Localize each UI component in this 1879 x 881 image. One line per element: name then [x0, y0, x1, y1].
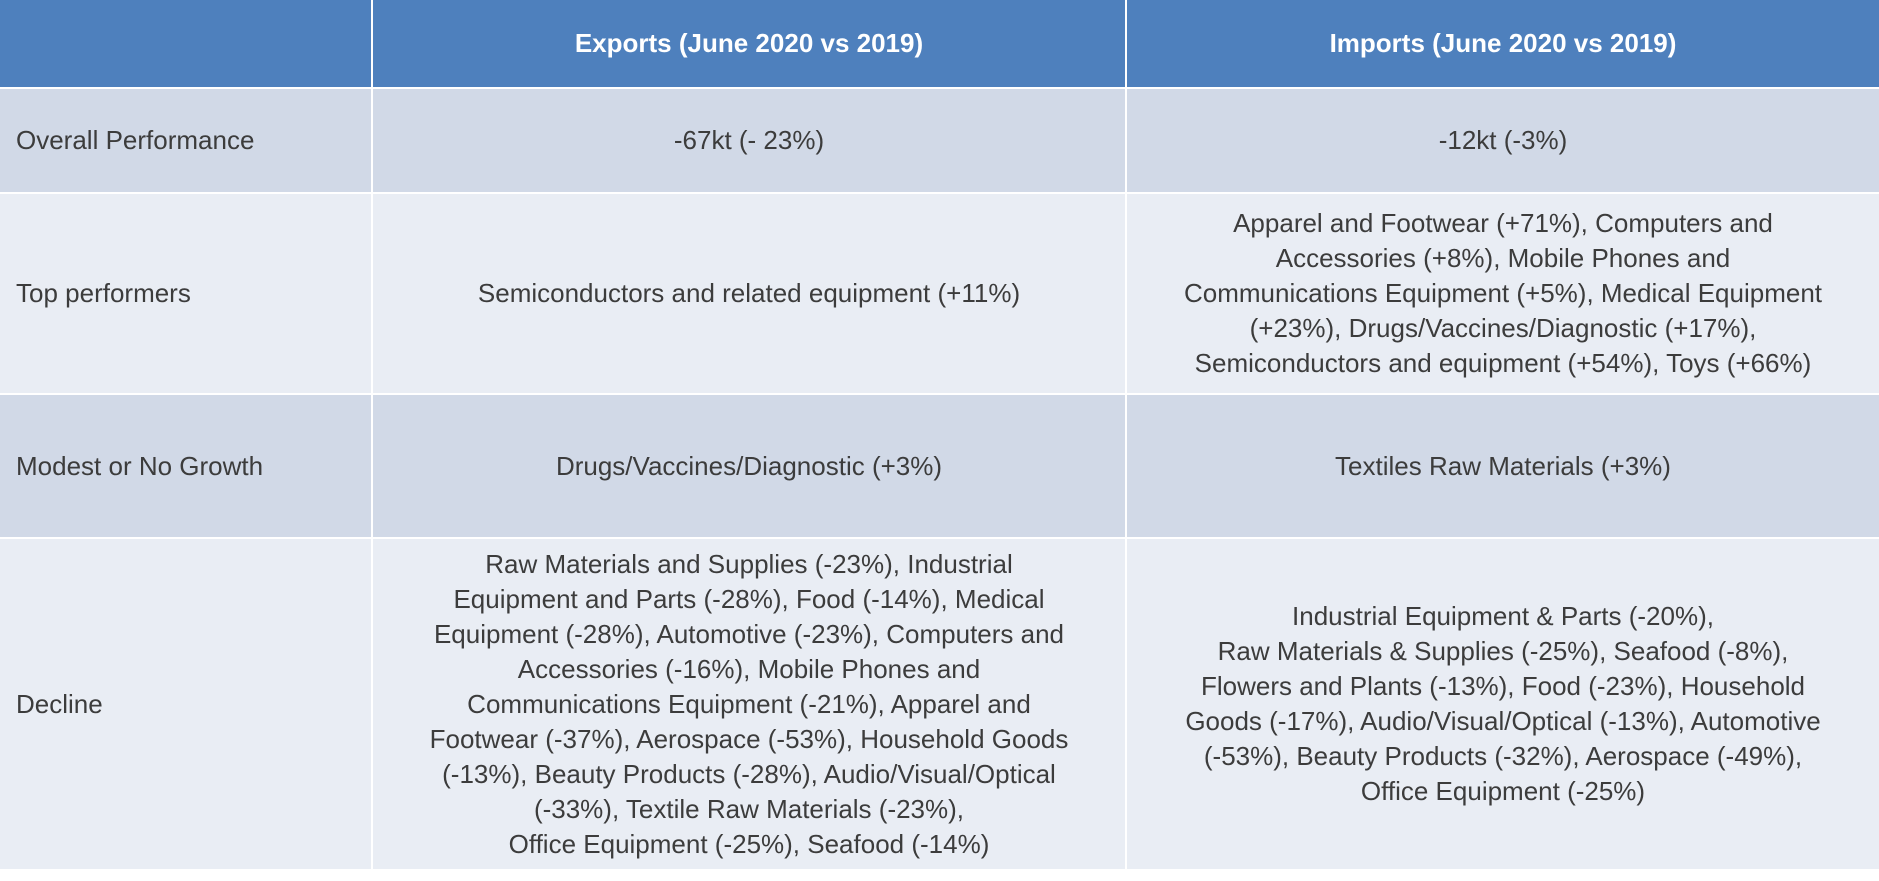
header-imports: Imports (June 2020 vs 2019) [1127, 0, 1879, 89]
row-label-top-performers: Top performers [0, 194, 371, 395]
cell-text: -12kt (-3%) [1438, 125, 1568, 155]
cell-overall-imports: -12kt (-3%) [1127, 89, 1879, 194]
row-label-text: Top performers [16, 278, 191, 308]
row-label-text: Decline [16, 688, 103, 719]
row-label-overall-performance: Overall Performance [0, 89, 371, 194]
cell-decline-exports: Raw Materials and Supplies (-23%), Indus… [373, 539, 1125, 871]
row-label-decline: Decline [0, 539, 371, 871]
cell-text: Industrial Equipment & Parts (-20%), Raw… [1185, 601, 1821, 806]
cell-text: Apparel and Footwear (+71%), Computers a… [1183, 208, 1822, 378]
header-corner-cell [0, 0, 371, 89]
row-label-modest-growth: Modest or No Growth [0, 395, 371, 539]
cell-text: Raw Materials and Supplies (-23%), Indus… [429, 548, 1069, 859]
header-exports-text: Exports (June 2020 vs 2019) [574, 28, 924, 58]
cell-text: Drugs/Vaccines/Diagnostic (+3%) [555, 450, 943, 481]
cell-modest-exports: Drugs/Vaccines/Diagnostic (+3%) [373, 395, 1125, 539]
header-exports: Exports (June 2020 vs 2019) [373, 0, 1125, 89]
cell-decline-imports: Industrial Equipment & Parts (-20%), Raw… [1127, 539, 1879, 871]
cell-modest-imports: Textiles Raw Materials (+3%) [1127, 395, 1879, 539]
cell-top-exports: Semiconductors and related equipment (+1… [373, 194, 1125, 395]
cell-top-imports: Apparel and Footwear (+71%), Computers a… [1127, 194, 1879, 395]
row-label-text: Modest or No Growth [16, 450, 264, 481]
row-label-text: Overall Performance [16, 125, 255, 155]
header-imports-text: Imports (June 2020 vs 2019) [1329, 28, 1677, 58]
cell-overall-exports: -67kt (- 23%) [373, 89, 1125, 194]
cell-text: -67kt (- 23%) [673, 125, 825, 155]
cell-text: Textiles Raw Materials (+3%) [1335, 450, 1671, 481]
cell-text: Semiconductors and related equipment (+1… [477, 278, 1021, 308]
